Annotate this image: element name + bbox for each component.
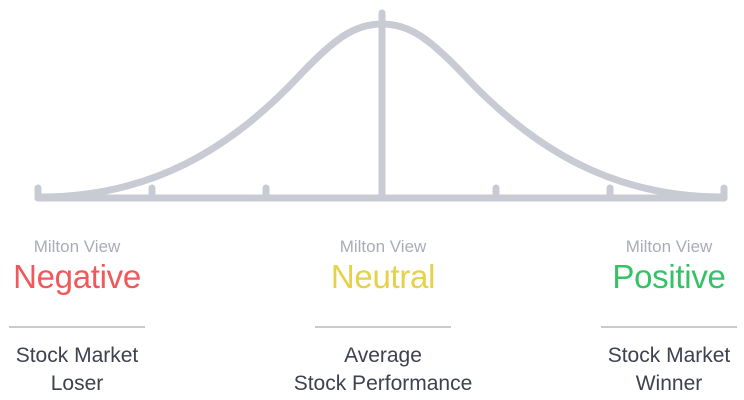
view-positive: Positive bbox=[612, 258, 726, 295]
description: Stock Market Winner bbox=[584, 342, 744, 398]
view-negative: Negative bbox=[13, 258, 141, 295]
column-neutral: Milton View Neutral Average Stock Perfor… bbox=[294, 236, 473, 398]
prefix-label: Milton View bbox=[339, 237, 427, 256]
description-line-1: Stock Market bbox=[607, 344, 731, 367]
prefix-label: Milton View bbox=[33, 237, 121, 256]
description: Stock Market Loser bbox=[0, 342, 162, 398]
column-negative: Milton View Negative Stock Market Loser bbox=[0, 236, 162, 398]
description-line-2: Winner bbox=[635, 372, 703, 395]
bell-curve-graphic bbox=[34, 9, 728, 202]
prefix-label: Milton View bbox=[625, 237, 713, 256]
description: Average Stock Performance bbox=[253, 342, 513, 398]
description-line-1: Average bbox=[344, 344, 422, 367]
divider bbox=[9, 326, 145, 328]
description-line-2: Stock Performance bbox=[293, 372, 473, 395]
column-positive: Milton View Positive Stock Market Winner bbox=[584, 236, 744, 398]
view-neutral: Neutral bbox=[330, 258, 436, 295]
divider bbox=[601, 326, 737, 328]
description-line-1: Stock Market bbox=[15, 344, 139, 367]
divider bbox=[315, 326, 451, 328]
description-line-2: Loser bbox=[50, 372, 104, 395]
